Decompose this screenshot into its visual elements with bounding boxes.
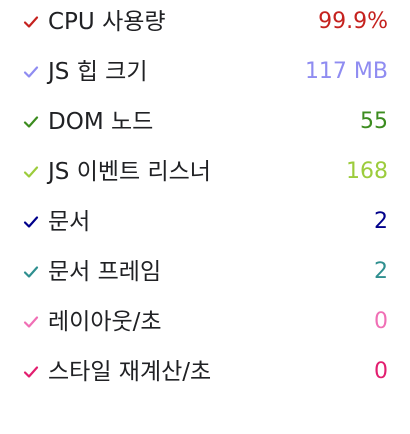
metric-label: 문서 프레임 [48, 259, 162, 285]
check-icon [23, 66, 39, 78]
check-icon [23, 16, 39, 28]
metric-label: DOM 노드 [48, 109, 154, 135]
check-icon [23, 216, 39, 228]
metric-row-js-event-listeners[interactable]: JS 이벤트 리스너 168 [0, 150, 410, 200]
metric-label: 스타일 재계산/초 [48, 359, 212, 385]
metric-value: 0 [374, 309, 388, 334]
metric-value: 117 MB [304, 59, 388, 84]
metric-value: 99.9% [318, 9, 388, 34]
metric-label: JS 힙 크기 [48, 59, 148, 85]
metric-label: JS 이벤트 리스너 [48, 159, 211, 185]
metric-row-style-recalcs-per-sec[interactable]: 스타일 재계산/초 0 [0, 350, 410, 400]
metric-label: 문서 [48, 209, 91, 235]
metric-row-dom-nodes[interactable]: DOM 노드 55 [0, 100, 410, 150]
metric-row-documents[interactable]: 문서 2 [0, 200, 410, 250]
metric-row-layouts-per-sec[interactable]: 레이아웃/초 0 [0, 300, 410, 350]
check-icon [23, 266, 39, 278]
check-icon [23, 366, 39, 378]
metric-row-cpu-usage[interactable]: CPU 사용량 99.9% [0, 0, 410, 50]
metric-label: CPU 사용량 [48, 9, 166, 35]
metric-value: 0 [374, 359, 388, 384]
metric-row-js-heap-size[interactable]: JS 힙 크기 117 MB [0, 50, 410, 100]
metric-value: 2 [374, 209, 388, 234]
metric-value: 2 [374, 259, 388, 284]
metric-value: 55 [360, 109, 388, 134]
check-icon [23, 116, 39, 128]
metric-label: 레이아웃/초 [48, 309, 162, 335]
check-icon [23, 316, 39, 328]
metric-row-document-frames[interactable]: 문서 프레임 2 [0, 250, 410, 300]
metric-value: 168 [346, 159, 388, 184]
check-icon [23, 166, 39, 178]
